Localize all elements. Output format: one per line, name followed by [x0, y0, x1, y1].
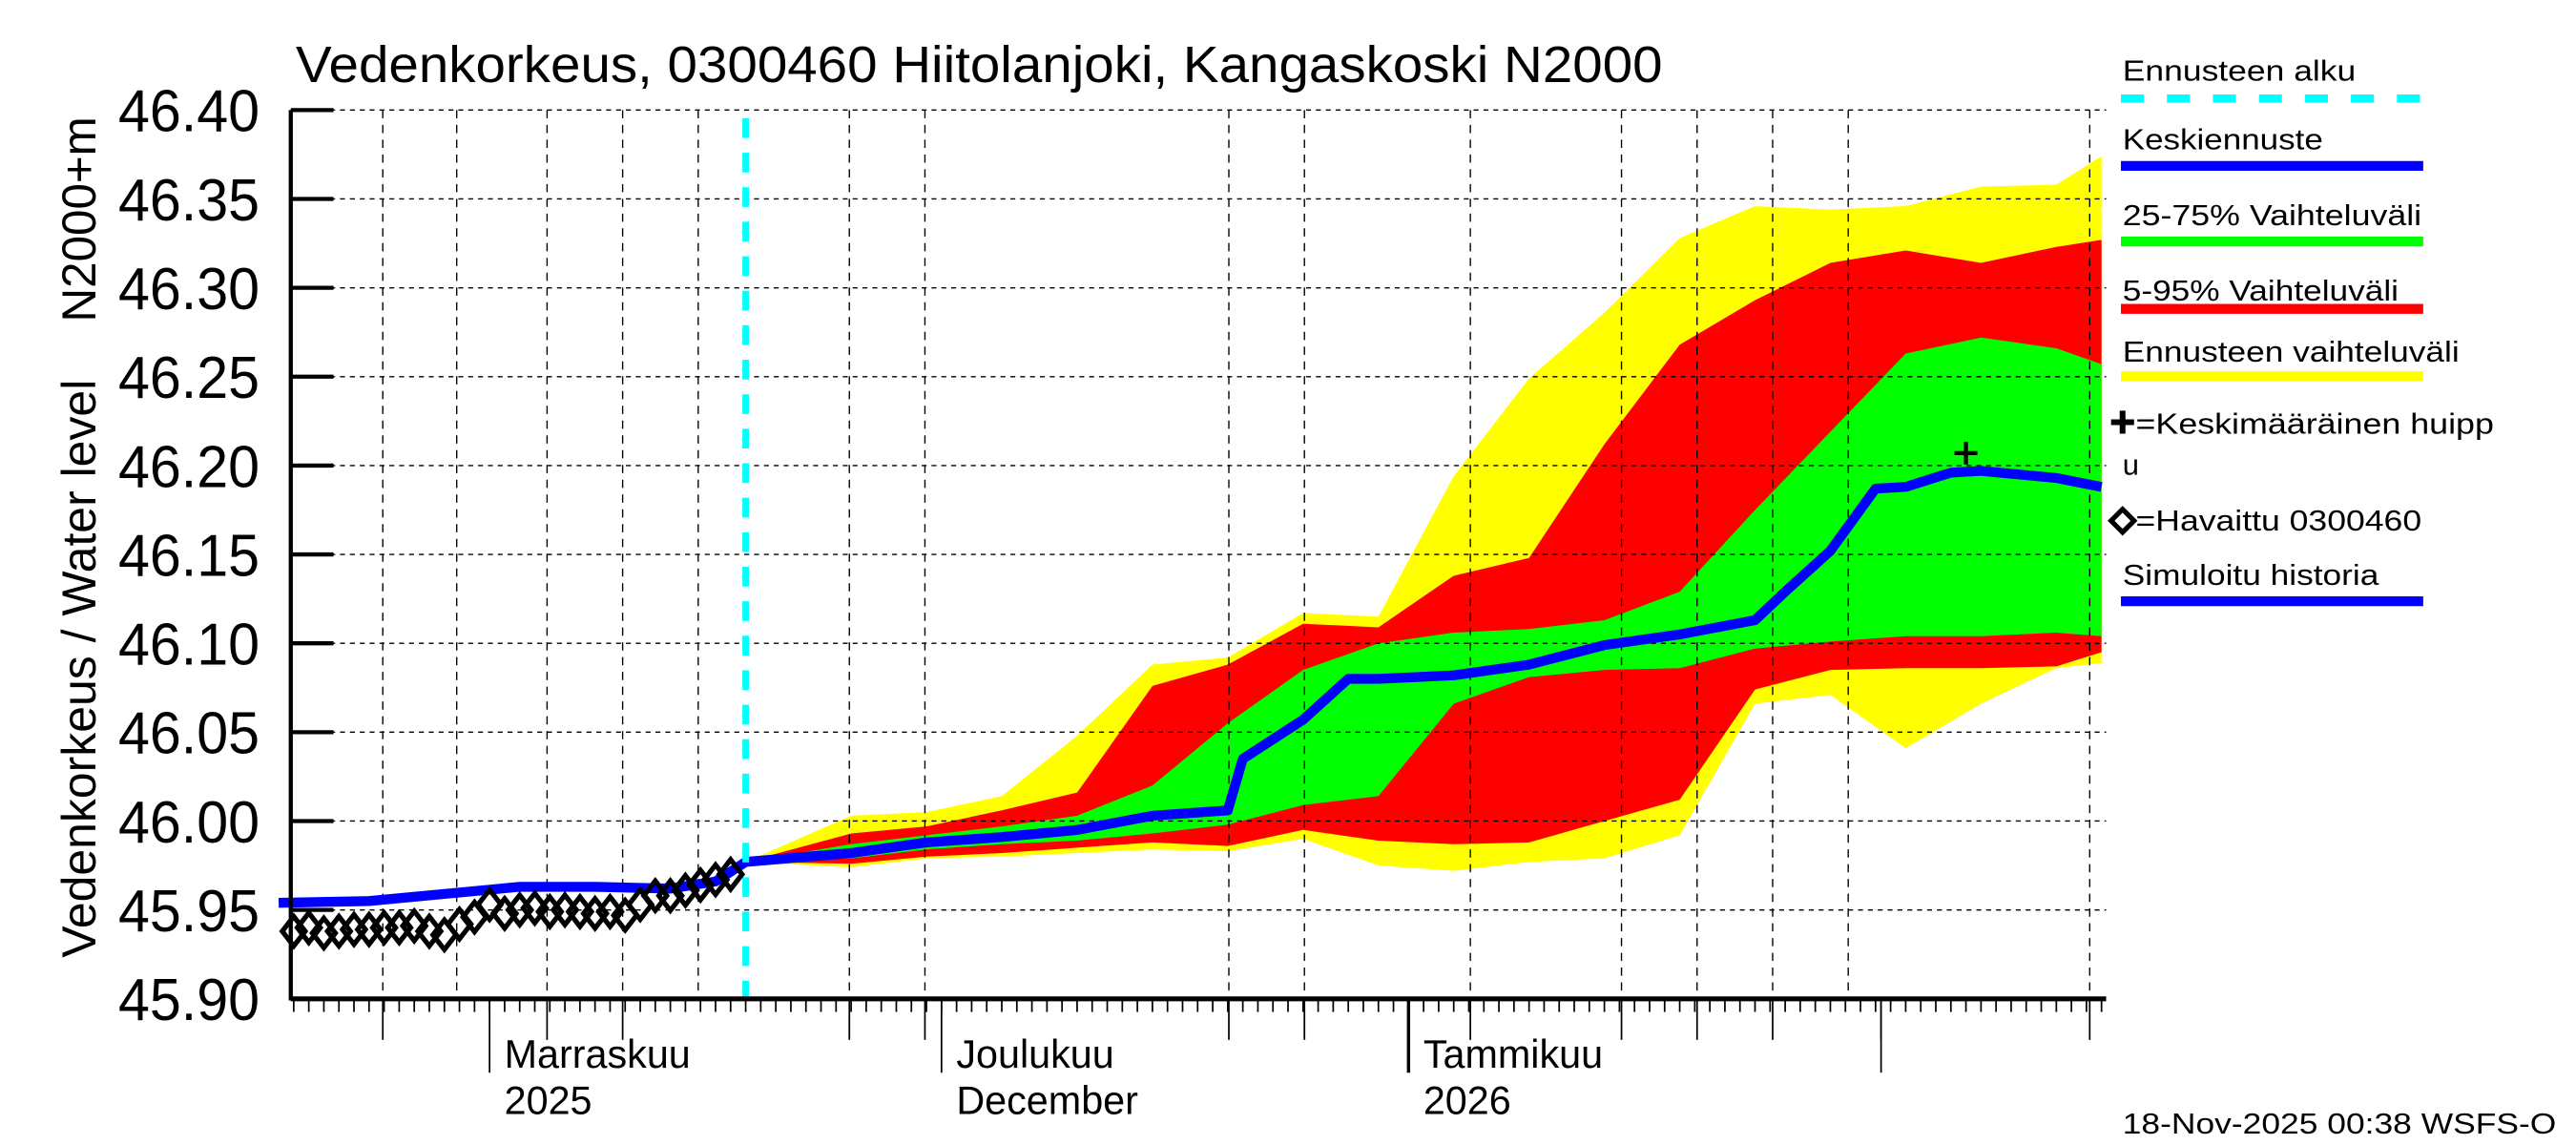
legend-label-peak-wrap: u — [2123, 448, 2139, 482]
y-tick-label: 46.10 — [118, 613, 260, 678]
x-month-label: Tammikuu — [1423, 1032, 1603, 1076]
legend-label-p5-95: 5-95% Vaihteluväli — [2123, 274, 2399, 307]
y-tick-label: 46.25 — [118, 345, 260, 411]
axes: 45.90 45.95 46.00 46.05 46.10 46.15 46.20 46.25… — [118, 79, 2107, 1122]
band-25-75 — [745, 337, 2102, 863]
y-axis-label: Vedenkorkeus / Water level — [52, 380, 106, 958]
forecast-bands — [745, 156, 2102, 871]
legend-label-range: Ennusteen vaihteluväli — [2123, 335, 2460, 368]
grid — [290, 109, 2107, 999]
x-month-sublabel: 2026 — [1423, 1078, 1511, 1122]
legend-label-peak: =Keskimääräinen huipp — [2136, 407, 2494, 441]
y-tick-label: 46.00 — [118, 790, 260, 856]
y-axis-unit: N2000+m — [52, 116, 106, 322]
y-tick-label: 46.20 — [118, 434, 260, 500]
y-tick-label: 45.90 — [118, 968, 260, 1033]
legend-label-p25-75: 25-75% Vaihteluväli — [2123, 198, 2421, 232]
observed-point — [685, 865, 716, 905]
x-month-label: Joulukuu — [956, 1032, 1113, 1076]
observed-point — [671, 871, 700, 909]
observed-point — [716, 855, 746, 894]
y-tick-label: 45.95 — [118, 879, 260, 945]
chart-title: Vedenkorkeus, 0300460 Hiitolanjoki, Kang… — [296, 37, 1663, 94]
observed-point — [399, 906, 429, 946]
observed-point — [655, 877, 685, 915]
mean-peak-marker — [1954, 441, 1978, 465]
x-month-sublabel: December — [956, 1078, 1138, 1122]
series-lines — [278, 117, 2103, 999]
legend-label-median: Keskiennuste — [2123, 123, 2323, 156]
legend-plus-icon — [2110, 410, 2134, 434]
simulated-history-line — [278, 858, 749, 908]
observed-point — [700, 861, 731, 899]
band-5-95 — [745, 239, 2102, 864]
y-tick-label: 46.35 — [118, 168, 260, 234]
legend-label-observed: =Havaittu 0300460 — [2136, 504, 2422, 537]
observed-point — [294, 908, 323, 947]
y-tick-label: 46.30 — [118, 257, 260, 323]
legend: Ennusteen alku Keskiennuste 25-75% Vaiht… — [2108, 53, 2494, 607]
legend-label-history: Simuloitu historia — [2123, 558, 2379, 592]
y-tick-label: 46.40 — [118, 79, 260, 145]
x-month-sublabel: 2025 — [505, 1078, 592, 1122]
observed-point — [474, 885, 505, 924]
median-forecast-line — [745, 466, 2103, 867]
x-month-label: Marraskuu — [505, 1032, 691, 1076]
legend-label-forecast-start: Ennusteen alku — [2123, 53, 2357, 87]
footer-timestamp: 18-Nov-2025 00:38 WSFS-O — [2123, 1107, 2557, 1140]
y-tick-label: 46.05 — [118, 701, 260, 767]
y-tick-label: 46.15 — [118, 523, 260, 589]
legend-diamond-icon — [2108, 506, 2138, 536]
